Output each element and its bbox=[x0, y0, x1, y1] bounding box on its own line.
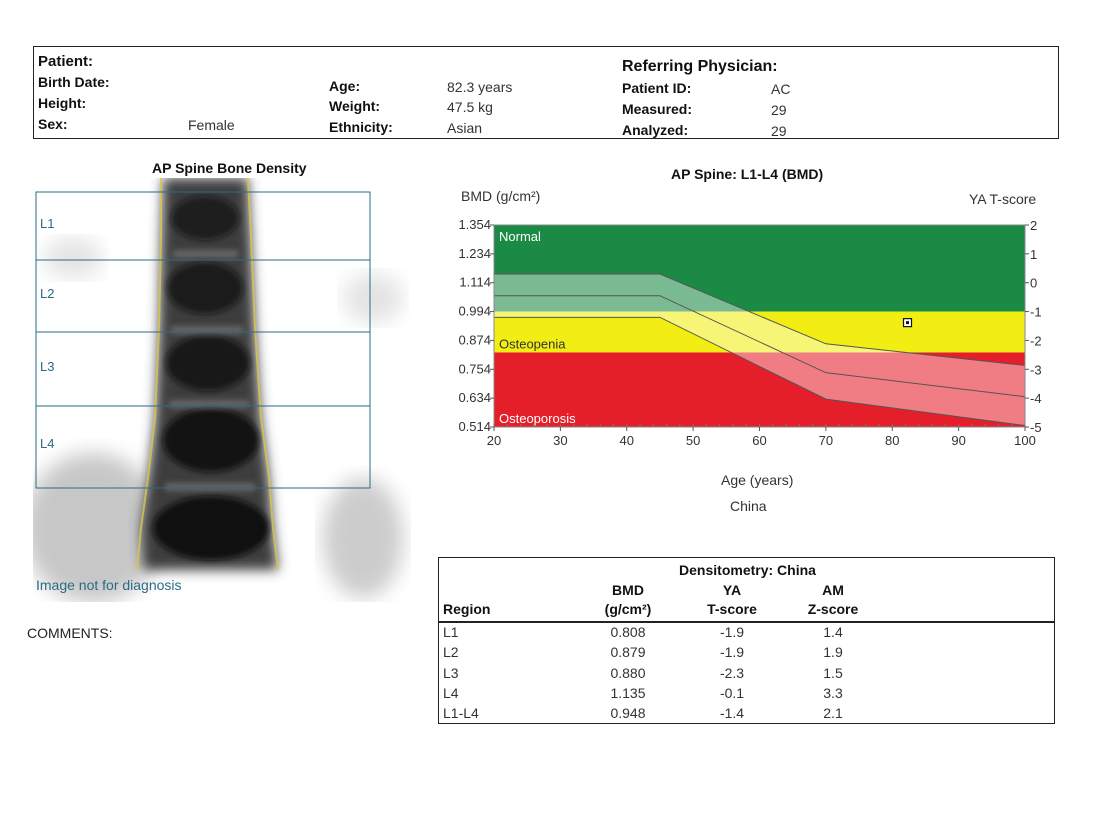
table-header-line2: (g/cm²) bbox=[604, 601, 652, 617]
x-tick-label: 40 bbox=[620, 433, 634, 448]
y-tick-label: 1.234 bbox=[458, 246, 491, 261]
zone-normal bbox=[494, 225, 1025, 312]
header-divider bbox=[438, 621, 1055, 623]
measured-label: Measured: bbox=[622, 101, 693, 117]
t-tick-label: 0 bbox=[1030, 276, 1037, 291]
table-cell: 1.135 bbox=[610, 684, 646, 701]
x-axis-label: Age (years) bbox=[721, 472, 794, 488]
reference-line-upper bbox=[494, 273, 1026, 366]
x-tick-label: 80 bbox=[885, 433, 899, 448]
y-axis-label: BMD (g/cm²) bbox=[461, 188, 541, 204]
table-cell: 1.9 bbox=[823, 644, 843, 661]
y-tick-label: 0.634 bbox=[458, 390, 491, 405]
table-cell: -2.3 bbox=[719, 664, 745, 681]
table-cell: L4 bbox=[443, 684, 459, 701]
spine-image-title: AP Spine Bone Density bbox=[152, 160, 307, 176]
table-cell: 0.808 bbox=[610, 624, 646, 640]
ethnicity-value: Asian bbox=[447, 120, 483, 136]
table-header-line1: YA bbox=[722, 582, 742, 598]
sex-value: Female bbox=[188, 117, 235, 133]
table-cell: 0.948 bbox=[610, 705, 646, 722]
table-cell: L1 bbox=[443, 624, 459, 640]
table-header-line2: Region bbox=[443, 601, 491, 617]
reference-band bbox=[494, 274, 1025, 426]
birth-date-label: Birth Date: bbox=[38, 74, 110, 90]
table-cell: 0.880 bbox=[610, 664, 646, 681]
table-cell: 1.5 bbox=[823, 664, 843, 681]
t-tick-label: -2 bbox=[1030, 333, 1042, 348]
patient-info-box bbox=[33, 46, 1059, 139]
weight-value: 47.5 kg bbox=[447, 99, 493, 115]
table-cell: 2.1 bbox=[823, 705, 843, 722]
table-cell: 1.4 bbox=[823, 624, 843, 640]
x-tick-label: 50 bbox=[686, 433, 700, 448]
age-label: Age: bbox=[329, 78, 361, 94]
patient-marker-dot bbox=[906, 321, 910, 325]
t-tick-label: -4 bbox=[1030, 391, 1042, 406]
table-header-line1: BMD bbox=[612, 582, 644, 598]
table-cell: -1.4 bbox=[719, 705, 745, 722]
table-cell: 0.879 bbox=[610, 644, 646, 661]
roi-label-l4: L4 bbox=[40, 436, 55, 451]
referring-physician-label: Referring Physician: bbox=[622, 58, 778, 75]
x-tick-label: 100 bbox=[1014, 433, 1036, 448]
t-tick-label: -3 bbox=[1030, 362, 1042, 377]
age-value: 82.3 years bbox=[447, 79, 513, 95]
densitometry-table: Densitometry: China bbox=[438, 557, 1055, 724]
roi-label-l2: L2 bbox=[40, 286, 55, 301]
y-tick-label: 0.994 bbox=[458, 304, 491, 319]
table-cell: -0.1 bbox=[719, 684, 745, 701]
table-header-line2: Z-score bbox=[807, 601, 859, 617]
y-tick-label: 0.754 bbox=[458, 361, 491, 376]
y-tick-label: 1.114 bbox=[459, 275, 491, 290]
y-tick-label: 1.354 bbox=[458, 217, 491, 232]
table-cell: L1-L4 bbox=[443, 705, 479, 722]
comments-label: COMMENTS: bbox=[27, 625, 113, 641]
zone-osteopenia bbox=[494, 311, 1025, 353]
t-tick-label: 2 bbox=[1030, 218, 1037, 233]
table-title: Densitometry: China bbox=[679, 562, 816, 578]
height-label: Height: bbox=[38, 95, 87, 111]
reference-line-lower bbox=[494, 316, 1026, 427]
bmd-chart: Normal Osteopenia Osteoporosis 1.354 1.234 1… bbox=[458, 217, 1042, 448]
zone-label-osteopenia: Osteopenia bbox=[499, 336, 566, 351]
y2-axis-label: YA T-score bbox=[969, 191, 1037, 207]
t-tick-label: -1 bbox=[1030, 305, 1042, 320]
patient-id-value: AC bbox=[771, 81, 791, 97]
chart-subtitle: China bbox=[730, 498, 767, 514]
table-header-line1: AM bbox=[822, 582, 844, 598]
x-tick-label: 90 bbox=[951, 433, 965, 448]
y-tick-label: 0.874 bbox=[458, 332, 491, 347]
table-cell: L3 bbox=[443, 664, 459, 681]
table-header-line2: T-score bbox=[707, 601, 757, 617]
roi-label-l3: L3 bbox=[40, 359, 55, 374]
zone-osteoporosis bbox=[494, 352, 1025, 427]
spine-scan-image bbox=[33, 178, 413, 602]
table-cell: L2 bbox=[443, 644, 459, 661]
reference-line-middle bbox=[494, 295, 1026, 398]
zone-label-osteoporosis: Osteoporosis bbox=[499, 411, 576, 426]
sex-label: Sex: bbox=[38, 116, 68, 132]
analyzed-label: Analyzed: bbox=[622, 122, 689, 138]
x-tick-label: 70 bbox=[819, 433, 833, 448]
chart-title: AP Spine: L1-L4 (BMD) bbox=[671, 166, 824, 182]
table-cell: 3.3 bbox=[823, 684, 843, 701]
patient-label: Patient: bbox=[38, 53, 94, 70]
roi-label-l1: L1 bbox=[40, 216, 55, 231]
x-tick-label: 60 bbox=[752, 433, 766, 448]
zone-label-normal: Normal bbox=[499, 229, 541, 244]
table-cell: -1.9 bbox=[719, 624, 745, 640]
x-tick-label: 20 bbox=[487, 433, 501, 448]
measured-value: 29 bbox=[771, 102, 787, 118]
y-tick-label: 0.514 bbox=[458, 419, 491, 434]
x-tick-label: 30 bbox=[553, 433, 567, 448]
image-watermark: Image not for diagnosis bbox=[36, 577, 182, 593]
patient-id-label: Patient ID: bbox=[622, 80, 692, 96]
ethnicity-label: Ethnicity: bbox=[329, 119, 393, 135]
t-tick-label: 1 bbox=[1030, 247, 1037, 262]
t-tick-label: -5 bbox=[1030, 420, 1042, 435]
weight-label: Weight: bbox=[329, 98, 381, 114]
table-cell: -1.9 bbox=[719, 644, 745, 661]
analyzed-value: 29 bbox=[771, 123, 787, 139]
